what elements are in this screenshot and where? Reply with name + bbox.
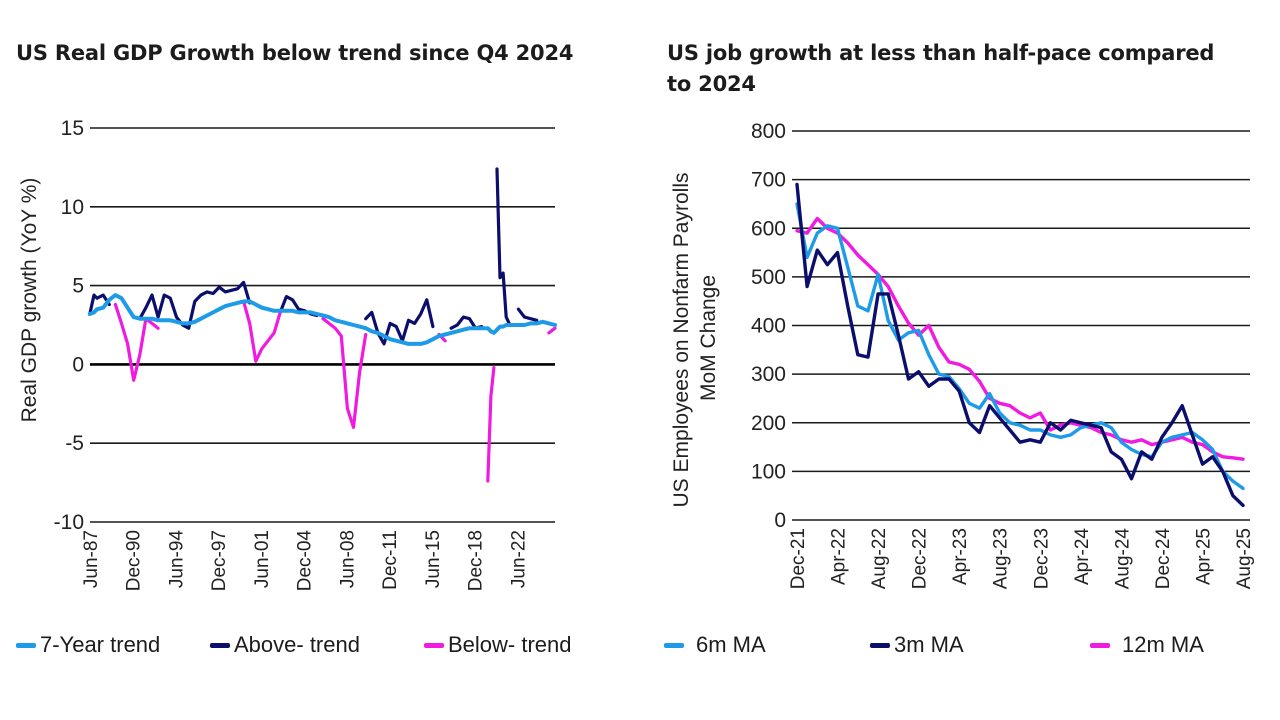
right-y-axis-label-line2: MoM Change xyxy=(697,275,720,401)
y-tick-label: 0 xyxy=(774,509,786,532)
x-tick-label: Dec-23 xyxy=(1031,528,1052,589)
series-line-above-trend xyxy=(364,298,435,346)
x-tick-label: Dec-21 xyxy=(788,528,809,589)
right-y-axis-label-line1: US Employees on Nonfarm Payrolls xyxy=(670,173,693,508)
y-tick-label: 400 xyxy=(751,315,786,338)
series-7-year-trend xyxy=(87,293,557,346)
x-tick-label: Aug-24 xyxy=(1112,528,1133,590)
y-tick-label: 700 xyxy=(751,169,786,192)
series-3m-ma xyxy=(795,182,1245,508)
x-tick-label: Dec-18 xyxy=(466,530,487,591)
x-tick-label: Apr-25 xyxy=(1193,528,1214,585)
series-below-trend xyxy=(113,299,557,483)
series-line-above-trend xyxy=(516,307,539,322)
legend-item-6m-ma: 6m MA xyxy=(664,632,766,658)
x-tick-label: Jun-15 xyxy=(423,530,444,588)
y-tick-label: -10 xyxy=(54,511,84,534)
y-tick-label: 200 xyxy=(751,412,786,435)
x-tick-label: Dec-97 xyxy=(209,530,230,591)
legend-swatch-below xyxy=(424,642,444,648)
series-line-below-trend xyxy=(113,302,160,382)
left-chart-title: US Real GDP Growth below trend since Q4 … xyxy=(16,41,574,65)
legend-label: Above- trend xyxy=(234,632,360,657)
y-tick-label: 10 xyxy=(61,196,84,219)
right-chart-title: US job growth at less than half-pace com… xyxy=(667,41,1215,96)
legend-label: Below- trend xyxy=(448,632,572,657)
gdp-growth-chart: 15 10 5 0 -5 -10 Jun-87 Dec-90 Jun-94 Dec-97 Jun-… xyxy=(18,117,557,592)
x-tick-label: Dec-22 xyxy=(910,528,931,589)
y-tick-label: 600 xyxy=(751,217,786,240)
x-tick-label: Apr-24 xyxy=(1072,528,1093,585)
series-line-below-trend xyxy=(321,317,368,429)
legend-item-3m-ma: 3m MA xyxy=(870,632,964,658)
legend-swatch-ma6 xyxy=(664,642,684,648)
legend-swatch-trend xyxy=(16,642,36,648)
series-6m-ma xyxy=(795,202,1245,491)
y-tick-label: 5 xyxy=(72,275,84,298)
y-tick-label: 300 xyxy=(751,363,786,386)
x-tick-label: Jun-08 xyxy=(337,530,358,588)
x-tick-label: Aug-25 xyxy=(1234,528,1255,589)
y-tick-label: 500 xyxy=(751,266,786,289)
legend-item-12m-ma: 12m MA xyxy=(1090,632,1204,658)
x-tick-label: Jun-01 xyxy=(252,530,273,588)
series-line-3m-ma xyxy=(795,182,1245,508)
legend-label: 3m MA xyxy=(894,632,964,657)
legend-item-below-trend: Below- trend xyxy=(424,632,572,658)
x-tick-label: Dec-24 xyxy=(1153,528,1174,590)
y-tick-label: 800 xyxy=(751,120,786,143)
legend-item-above-trend: Above- trend xyxy=(210,632,360,658)
series-above-trend xyxy=(88,167,539,346)
legend-swatch-ma3 xyxy=(870,642,890,648)
job-growth-chart: 800 700 600 500 400 300 200 100 0 Dec-21 Apr-22 Au… xyxy=(670,120,1255,590)
legend-label: 7-Year trend xyxy=(40,632,161,657)
legend-label: 12m MA xyxy=(1122,632,1204,657)
legend-swatch-above xyxy=(210,642,230,648)
series-line-6m-ma xyxy=(795,202,1245,491)
y-tick-label: 100 xyxy=(751,460,786,483)
x-tick-label: Jun-94 xyxy=(166,530,187,589)
x-tick-label: Aug-22 xyxy=(869,528,890,589)
x-tick-label: Apr-23 xyxy=(950,528,971,585)
x-tick-label: Dec-04 xyxy=(295,530,316,592)
legend-swatch-ma12 xyxy=(1090,642,1110,648)
x-tick-label: Dec-90 xyxy=(124,530,145,591)
x-tick-label: Jun-87 xyxy=(81,530,102,588)
legend-label: 6m MA xyxy=(696,632,766,657)
y-tick-label: 15 xyxy=(61,117,84,140)
y-tick-label: -5 xyxy=(65,432,84,455)
series-line-7-year-trend xyxy=(87,293,557,346)
series-line-below-trend xyxy=(547,326,557,335)
x-tick-label: Aug-23 xyxy=(991,528,1012,589)
legend-item-7-year-trend: 7-Year trend xyxy=(16,632,160,658)
x-tick-label: Dec-11 xyxy=(380,530,401,590)
x-tick-label: Jun-22 xyxy=(508,530,529,588)
x-tick-label: Apr-22 xyxy=(829,528,850,585)
y-tick-label: 0 xyxy=(72,353,84,376)
left-y-axis-label: Real GDP growth (YoY %) xyxy=(18,178,41,423)
